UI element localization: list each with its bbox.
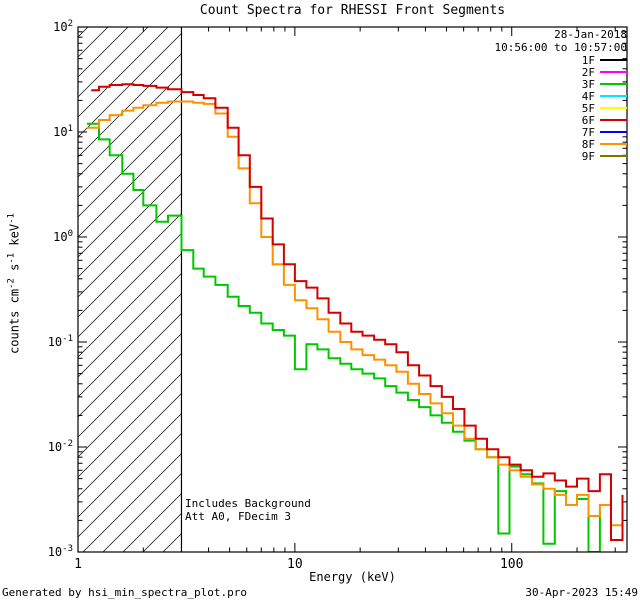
series-6F-curve — [91, 83, 624, 541]
legend-entry-9F: 9F — [495, 149, 627, 163]
y-tick-label: 10-1 — [48, 334, 73, 349]
legend-entry-label: 7F — [581, 125, 595, 139]
legend-entry-label: 9F — [581, 149, 595, 163]
footer-datetime: 30-Apr-2023 15:49 — [525, 586, 638, 599]
y-tick-label: 102 — [53, 19, 73, 34]
legend-entry-color-swatch — [600, 119, 627, 121]
footer-generator-text: Generated by hsi_min_spectra_plot.pro — [2, 586, 248, 599]
x-axis-label: Energy (keV) — [309, 570, 396, 584]
annotation-attenuator-state: Att A0, FDecim 3 — [185, 510, 291, 523]
legend-entry-color-swatch — [600, 71, 627, 73]
y-axis-label: counts cm-2 s-1 keV-1 — [6, 213, 22, 354]
legend-entry-label: 4F — [581, 89, 595, 103]
legend-entry-label: 3F — [581, 77, 595, 91]
legend-entry-3F: 3F — [495, 77, 627, 91]
legend-entry-color-swatch — [600, 107, 627, 109]
y-tick-label: 101 — [53, 124, 73, 139]
legend-entries: 1F 2F 3F 4F 5F 6F 7F 8F 9F — [495, 53, 627, 163]
legend-entry-color-swatch — [600, 59, 627, 61]
legend-entry-7F: 7F — [495, 125, 627, 139]
series-8F-curve — [87, 100, 624, 527]
annotation-includes-background: Includes Background — [185, 497, 311, 510]
chart-title: Count Spectra for RHESSI Front Segments — [199, 3, 506, 18]
legend-entry-4F: 4F — [495, 89, 627, 103]
legend-entry-1F: 1F — [495, 53, 627, 67]
legend-date: 28-Jan-2018 — [554, 28, 627, 41]
spectra-curves — [87, 83, 624, 552]
legend-entry-label: 2F — [581, 65, 595, 79]
legend: 28-Jan-2018 10:56:00 to 10:57:00 1F 2F 3F 4… — [494, 28, 627, 163]
legend-entry-color-swatch — [600, 83, 627, 85]
y-tick-label: 10-2 — [48, 439, 73, 454]
y-tick-label: 10-3 — [48, 544, 73, 559]
plot-frame — [77, 26, 628, 553]
legend-entry-label: 6F — [581, 113, 595, 127]
legend-entry-color-swatch — [600, 143, 627, 145]
legend-entry-5F: 5F — [495, 101, 627, 115]
legend-entry-8F: 8F — [495, 137, 627, 151]
series-3F-curve — [87, 122, 601, 552]
legend-entry-color-swatch — [600, 131, 627, 133]
y-tick-label: 100 — [53, 229, 73, 244]
x-tick-label: 10 — [287, 557, 303, 572]
x-tick-label: 1 — [74, 557, 82, 572]
legend-entry-label: 1F — [581, 53, 595, 67]
legend-entry-color-swatch — [600, 95, 627, 97]
legend-entry-2F: 2F — [495, 65, 627, 79]
legend-entry-label: 5F — [581, 101, 595, 115]
legend-entry-6F: 6F — [495, 113, 627, 127]
legend-entry-label: 8F — [581, 137, 595, 151]
legend-entry-color-swatch — [600, 155, 627, 157]
x-tick-label: 100 — [500, 557, 523, 572]
legend-time-range: 10:56:00 to 10:57:00 — [494, 41, 627, 54]
